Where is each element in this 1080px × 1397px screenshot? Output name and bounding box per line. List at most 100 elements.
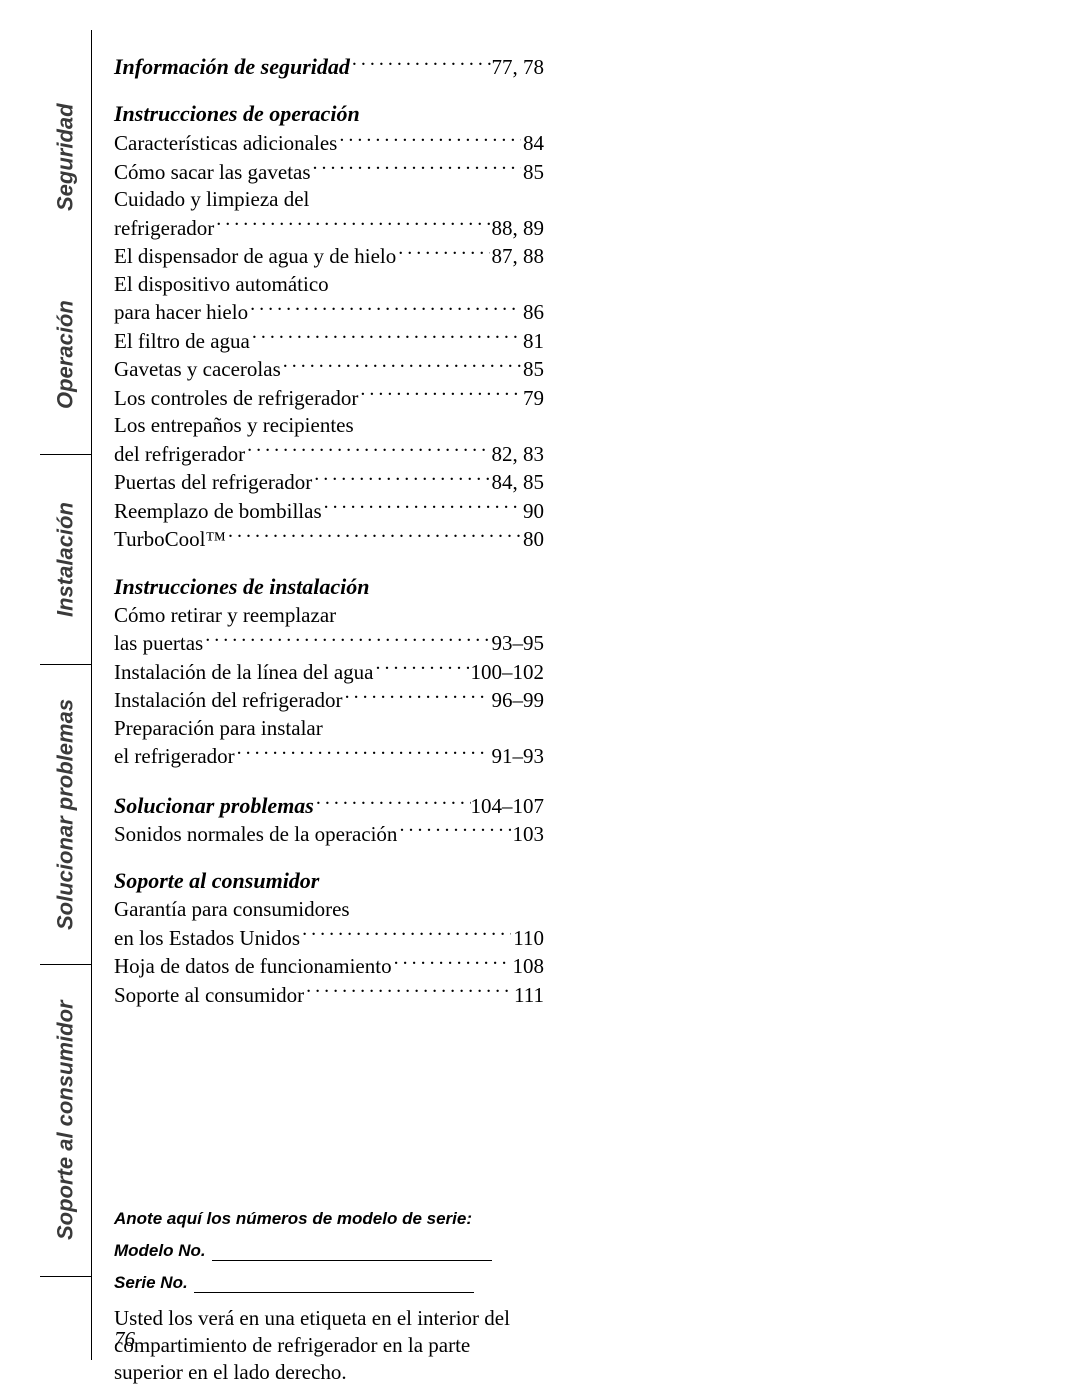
model-label: Modelo No. [114,1241,206,1261]
side-tab: Seguridad [40,60,91,255]
toc-dots [281,355,521,376]
model-blank[interactable] [212,1245,492,1261]
toc-entry: del refrigerador82, 83 [114,440,544,469]
toc-entry-page: 100–102 [469,659,545,687]
toc-dots [250,327,521,348]
toc-entry-label: Características adicionales [114,130,337,158]
serial-form: Anote aquí los números de modelo de seri… [114,1209,544,1386]
toc-entry-page: 87, 88 [490,243,545,271]
toc-entry: las puertas 93–95 [114,629,544,658]
toc-head-label: Solucionar problemas [114,792,314,820]
toc-entry-page: 90 [521,498,544,526]
toc-list-soporte: Garantía para consumidoresen los Estados… [114,896,580,1009]
toc-entry-page: 93–95 [490,630,545,658]
toc-entry: refrigerador 88, 89 [114,214,544,243]
toc-entry-page: 85 [521,356,544,384]
toc-dots [226,525,521,546]
side-tab: Operación [40,255,91,455]
toc-entry: para hacer hielo86 [114,298,544,327]
serial-blank[interactable] [194,1277,474,1293]
toc-content: Información de seguridad 77, 78 Instrucc… [92,30,580,1360]
toc-entry-label: el refrigerador [114,743,235,771]
toc-entry-page: 79 [521,385,544,413]
toc-entry: el refrigerador 91–93 [114,742,544,771]
toc-dots [235,742,490,763]
toc-entry-label: las puertas [114,630,203,658]
toc-entry-label: Instalación del refrigerador [114,687,343,715]
toc-entry-label: Gavetas y cacerolas [114,356,281,384]
page-number: 76 [114,1327,135,1352]
toc-entry: Cómo sacar las gavetas 85 [114,158,544,187]
toc-dots [314,791,471,813]
toc-entry-page: 91–93 [490,743,545,771]
toc-entry-label: TurboCool™ [114,526,226,554]
toc-entry-label: Instalación de la línea del agua [114,659,373,687]
toc-entry-label: para hacer hielo [114,299,248,327]
side-tab: Soporte al consumidor [40,965,91,1277]
toc-entry-label: Soporte al consumidor [114,982,304,1010]
toc-entry: Características adicionales 84 [114,129,544,158]
model-number-line: Modelo No. [114,1241,544,1261]
toc-dots [312,468,489,489]
toc-entry: Puertas del refrigerador 84, 85 [114,468,544,497]
toc-entry-label: refrigerador [114,215,214,243]
toc-entry-label: Los controles de refrigerador [114,385,358,413]
toc-entry-continuation: Los entrepaños y recipientes [114,412,580,440]
toc-entry-page: 85 [521,159,544,187]
toc-entry-continuation: Garantía para consumidores [114,896,580,924]
toc-entry: El filtro de agua81 [114,327,544,356]
toc-entry-continuation: Preparación para instalar [114,715,580,743]
toc-entry: Los controles de refrigerador 79 [114,384,544,413]
toc-entry-label: Hoja de datos de funcionamiento [114,953,392,981]
toc-entry-page: 80 [521,526,544,554]
toc-entry-page: 96–99 [490,687,545,715]
toc-entry-page: 103 [511,821,545,849]
toc-section-solucionar: Solucionar problemas 104–107 [114,791,544,820]
toc-entry: Reemplazo de bombillas 90 [114,497,544,526]
toc-list-instalacion: Cómo retirar y reemplazarlas puertas93–9… [114,602,580,771]
toc-dots [392,952,511,973]
toc-dots [397,820,510,841]
toc-page: 104–107 [471,792,545,820]
toc-entry-page: 84 [521,130,544,158]
toc-entry: El dispensador de agua y de hielo 87, 88 [114,242,544,271]
toc-section-seguridad: Información de seguridad 77, 78 [114,52,544,81]
toc-entry-page: 81 [521,328,544,356]
toc-list-operacion: Características adicionales84Cómo sacar … [114,129,580,554]
toc-entry-label: del refrigerador [114,441,245,469]
toc-dots [343,686,490,707]
toc-entry-label: Cómo sacar las gavetas [114,159,311,187]
toc-entry-label: Reemplazo de bombillas [114,498,322,526]
toc-entry-page: 84, 85 [490,469,545,497]
toc-dots [304,981,512,1002]
toc-entry-label: El dispensador de agua y de hielo [114,243,396,271]
toc-section-operacion: Instrucciones de operación [114,101,580,127]
toc-entry-page: 111 [512,982,544,1010]
toc-dots [248,298,521,319]
toc-dots [396,242,489,263]
toc-entry: Instalación del refrigerador 96–99 [114,686,544,715]
toc-dots [214,214,489,235]
toc-section-instalacion: Instrucciones de instalación [114,574,580,600]
toc-entry-continuation: El dispositivo automático [114,271,580,299]
manual-page: SeguridadOperaciónInstalación Solucionar … [40,30,580,1360]
toc-entry-continuation: Cuidado y limpieza del [114,186,580,214]
serial-number-line: Serie No. [114,1273,544,1293]
toc-page: 77, 78 [492,53,545,81]
serial-label: Serie No. [114,1273,188,1293]
toc-list-solucionar: Sonidos normales de la operación103 [114,820,580,849]
toc-dots [358,384,521,405]
side-tab: Instalación [40,455,91,665]
toc-entry-page: 110 [511,925,544,953]
toc-entry-label: en los Estados Unidos [114,925,300,953]
toc-section-soporte: Soporte al consumidor [114,868,580,894]
toc-entry-label: Puertas del refrigerador [114,469,312,497]
toc-entry: Instalación de la línea del agua 100–102 [114,658,544,687]
side-tabs: SeguridadOperaciónInstalaciónSolucionar … [40,30,92,1360]
toc-dots [300,924,511,945]
toc-entry-page: 88, 89 [490,215,545,243]
toc-entry: Gavetas y cacerolas 85 [114,355,544,384]
toc-head-label: Información de seguridad [114,53,350,81]
serial-form-note: Usted los verá en una etiqueta en el int… [114,1305,544,1386]
serial-form-heading: Anote aquí los números de modelo de seri… [114,1209,544,1229]
